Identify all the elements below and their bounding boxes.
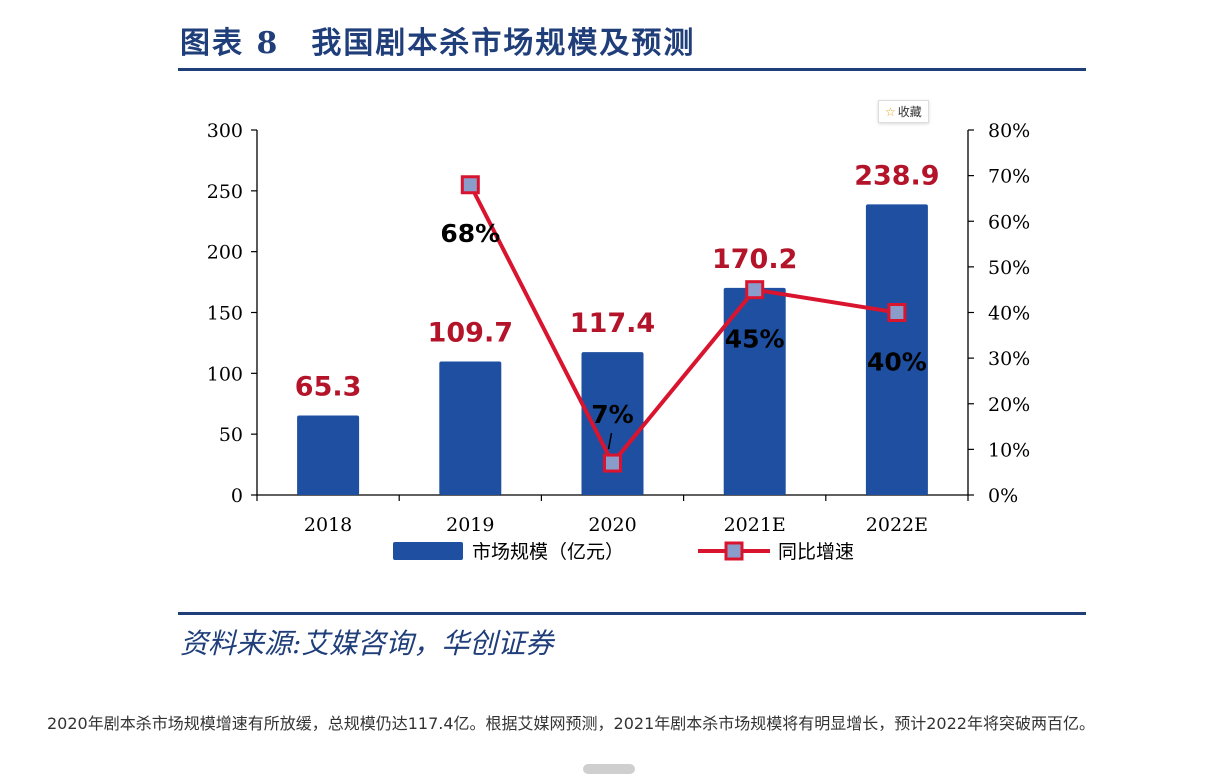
bar (297, 415, 360, 495)
label-leader-line (607, 432, 613, 450)
data-labels: 65.3 109.7 117.4 170.2 238.9 68% 7% 45% 40% (295, 160, 940, 450)
y-left-tick-label: 150 (207, 303, 243, 325)
y-right-tick-label: 20% (988, 394, 1030, 416)
y-left-tick-label: 50 (219, 424, 243, 446)
y-right-tick-label: 50% (988, 257, 1030, 279)
axes: 0 50 100 150 200 250 300 0% 10% 20% 30% 40% 50% 60% 70… (207, 120, 1031, 536)
y-left-tick-label: 250 (207, 181, 243, 203)
legend-bar-swatch (393, 542, 463, 560)
bar (723, 287, 786, 495)
caption-text: 2020年剧本杀市场规模增速有所放缓，总规模仍达117.4亿。根据艾媒网预测，2… (47, 714, 1095, 733)
bar-value-label: 117.4 (570, 308, 655, 339)
title-rule (178, 68, 1086, 71)
y-right-tick-label: 0% (988, 485, 1018, 507)
favorite-label: 收藏 (897, 105, 922, 119)
growth-point (745, 280, 765, 300)
x-tick-label: 2021E (724, 514, 786, 536)
bar (865, 204, 928, 496)
bar-value-label: 170.2 (712, 244, 797, 275)
legend-line-marker (724, 541, 744, 561)
legend-line-label: 同比增速 (778, 541, 854, 563)
bars (297, 204, 928, 496)
bar (439, 361, 502, 495)
bar-value-label: 109.7 (428, 318, 513, 349)
x-tick-label: 2018 (304, 514, 352, 536)
growth-point (887, 303, 907, 322)
legend: 市场规模（亿元） 同比增速 (393, 541, 854, 563)
source-rule (178, 612, 1086, 615)
scroll-handle[interactable] (583, 764, 635, 774)
y-right-tick-label: 40% (988, 303, 1030, 325)
growth-value-label: 68% (440, 219, 500, 248)
growth-point (603, 453, 622, 473)
y-left-tick-label: 200 (207, 242, 243, 264)
x-tick-label: 2020 (588, 514, 636, 536)
x-tick-label: 2022E (866, 514, 928, 536)
bar (581, 352, 644, 495)
y-right-tick-label: 80% (988, 120, 1030, 142)
growth-value-label: 40% (867, 348, 927, 377)
growth-value-label: 7% (591, 400, 633, 429)
figure-source: 资料来源:艾媒咨询，华创证券 (180, 627, 554, 660)
star-icon: ☆ (885, 105, 896, 119)
y-left-tick-label: 100 (207, 363, 243, 385)
favorite-button[interactable]: ☆ 收藏 (878, 100, 929, 123)
growth-line-path (468, 183, 898, 466)
figure-title: 图表 8 我国剧本杀市场规模及预测 (180, 26, 696, 61)
growth-point (460, 175, 480, 195)
legend-bar-label: 市场规模（亿元） (472, 541, 624, 563)
growth-line (460, 175, 907, 473)
growth-value-label: 45% (725, 325, 785, 354)
bar-value-label: 65.3 (295, 372, 362, 403)
y-left-tick-label: 300 (207, 120, 243, 142)
y-right-tick-label: 10% (988, 439, 1030, 461)
y-right-tick-label: 30% (988, 348, 1030, 370)
y-right-tick-label: 70% (988, 166, 1030, 188)
x-tick-label: 2019 (446, 514, 494, 536)
bar-value-label: 238.9 (854, 160, 939, 191)
y-right-tick-label: 60% (988, 211, 1030, 233)
y-left-tick-label: 0 (231, 485, 243, 507)
